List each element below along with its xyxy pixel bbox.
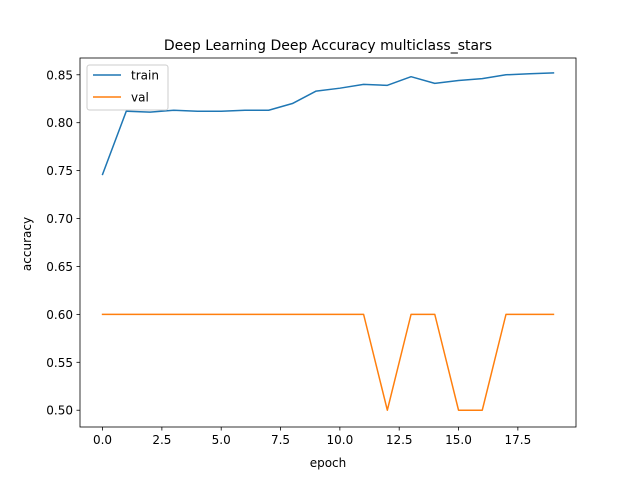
series-line-train — [101, 72, 555, 176]
y-tick-label: 0.80 — [46, 116, 73, 130]
legend: train val — [86, 64, 169, 111]
x-tick-label: 12.5 — [386, 433, 413, 447]
y-tick-label: 0.55 — [46, 356, 73, 370]
x-axis: 0.0 2.5 5.0 7.5 10.0 12.5 15.0 17.5 — [93, 427, 531, 447]
series-line-val — [101, 313, 555, 411]
y-tick-label: 0.65 — [46, 260, 73, 274]
x-axis-label: epoch — [310, 456, 347, 470]
legend-box — [86, 64, 169, 111]
plot-area — [79, 57, 577, 428]
x-tick-label: 15.0 — [445, 433, 472, 447]
y-axis: 0.50 0.55 0.60 0.65 0.70 0.75 0.80 0.85 — [46, 68, 80, 418]
chart-title: Deep Learning Deep Accuracy multiclass_s… — [164, 38, 492, 54]
x-tick-label: 17.5 — [504, 433, 531, 447]
x-tick-label: 5.0 — [212, 433, 231, 447]
legend-label-train: train — [131, 69, 159, 83]
y-tick-label: 0.50 — [46, 404, 73, 418]
legend-label-val: val — [131, 91, 149, 105]
y-tick-label: 0.75 — [46, 164, 73, 178]
x-tick-label: 2.5 — [152, 433, 171, 447]
x-tick-label: 7.5 — [271, 433, 290, 447]
y-tick-label: 0.85 — [46, 68, 73, 82]
plot-frame — [79, 57, 577, 428]
y-tick-label: 0.70 — [46, 212, 73, 226]
y-axis-label: accuracy — [20, 217, 34, 271]
y-tick-label: 0.60 — [46, 308, 73, 322]
x-tick-label: 0.0 — [93, 433, 112, 447]
x-tick-label: 10.0 — [327, 433, 354, 447]
